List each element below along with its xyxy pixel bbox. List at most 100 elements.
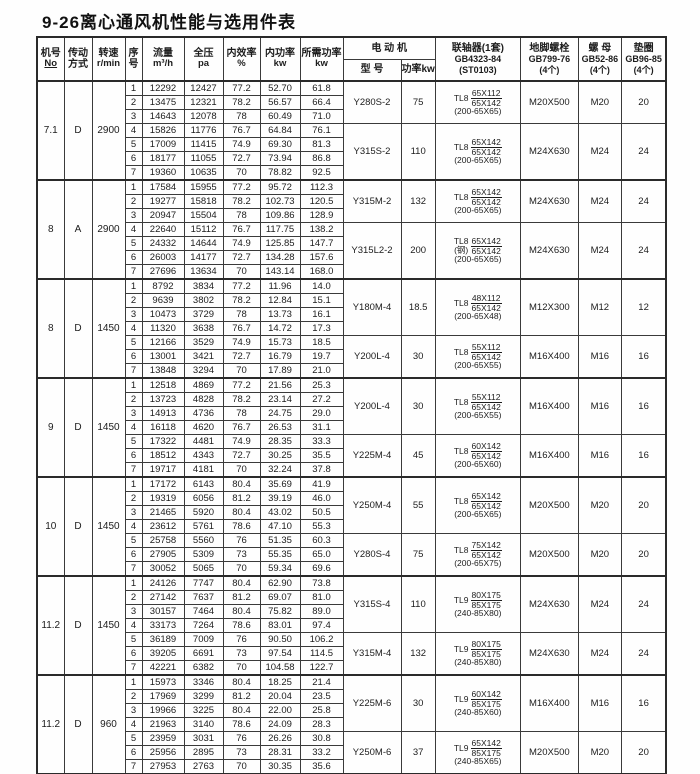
header-motor-power: 功率kw: [400, 58, 436, 82]
cell-flow: 13001: [141, 349, 185, 364]
cell-anchor-bolt: M24X630: [519, 632, 579, 676]
cell-required-power: 25.3: [299, 377, 344, 393]
cell-internal-power: 75.82: [259, 604, 301, 619]
cell-anchor-bolt: M20X500: [519, 476, 579, 534]
coupling-size-fraction: 65X142 85X175: [470, 738, 502, 758]
cell-seq: 1: [124, 179, 143, 195]
cell-required-power: 21.0: [299, 363, 344, 379]
cell-internal-power: 60.49: [259, 109, 301, 124]
cell-anchor-bolt: M24X630: [519, 575, 579, 633]
cell-seq: 5: [124, 335, 143, 350]
cell-required-power: 114.5: [299, 646, 344, 661]
cell-motor-model: Y315M-2: [342, 179, 402, 223]
table-row: 8 D 1450 1 8792 3834 77.2 11.96 14.0 Y180M-4 18.5 T…: [36, 278, 667, 379]
table-row: 6 18177 11055 72.7 73.94 86.8: [37, 151, 666, 166]
coupling-size-numerator: 55X112: [470, 391, 502, 403]
header-internal-power-label: 内功率: [265, 47, 295, 59]
coupling-paren-spec: (200-65X65): [454, 205, 502, 216]
cell-required-power: 23.5: [299, 689, 344, 704]
cell-internal-power: 83.01: [259, 618, 301, 633]
cell-flow: 15973: [141, 674, 185, 690]
cell-efficiency: 81.2: [222, 689, 261, 704]
coupling-size-numerator: 60X142: [470, 440, 502, 452]
cell-motor-power: 30: [400, 335, 436, 379]
cell-internal-power: 134.28: [259, 250, 301, 265]
cell-coupling-spec: TL8 65X112 65X142 (200-65X65): [434, 80, 521, 124]
performance-table-body: 7.1 D 2900 1 12292 12427 77.2 52.70 61.8 Y280S-2 7…: [36, 80, 667, 774]
header-machine-no-unit: No: [44, 58, 58, 70]
coupling-size-fraction: 80X175 85X175: [470, 639, 502, 659]
cell-washer: 24: [620, 179, 667, 223]
cell-speed: 960: [91, 674, 126, 774]
header-washer-gb: GB96-85: [625, 54, 662, 65]
cell-required-power: 76.1: [299, 123, 344, 138]
cell-seq: 3: [124, 604, 143, 619]
cell-efficiency: 76: [222, 533, 261, 548]
cell-motor-power: 55: [400, 476, 436, 534]
header-seq: 序 号: [124, 36, 143, 82]
cell-efficiency: 78.2: [222, 95, 261, 110]
cell-pressure: 5920: [183, 505, 224, 520]
cell-flow: 12292: [141, 80, 185, 96]
coupling-model: TL8 48X112 65X142: [454, 293, 502, 313]
cell-internal-power: 15.73: [259, 335, 301, 350]
cell-efficiency: 78.6: [222, 618, 261, 633]
cell-pressure: 6143: [183, 476, 224, 492]
coupling-type: TL8: [453, 346, 469, 357]
header-required-power-label: 所需功率: [301, 47, 342, 59]
cell-machine-no: 11.2: [36, 575, 65, 676]
cell-internal-power: 109.86: [259, 208, 301, 223]
cell-efficiency: 78: [222, 307, 261, 322]
coupling-type: TL9: [453, 693, 469, 704]
table-row: 3 20947 15504 78 109.86 128.9: [37, 208, 666, 223]
cell-nut: M20: [577, 731, 622, 774]
header-internal-power: 内功率 kw: [259, 36, 301, 82]
cell-efficiency: 78.2: [222, 194, 261, 209]
cell-internal-power: 69.07: [259, 590, 301, 605]
cell-motor-power: 30: [400, 377, 436, 435]
cell-internal-power: 64.84: [259, 123, 301, 138]
cell-required-power: 14.0: [299, 278, 344, 294]
cell-coupling-spec: TL8 48X112 65X142 (200-65X48): [434, 278, 521, 336]
cell-efficiency: 81.2: [222, 491, 261, 506]
coupling-model: TL8 65X112 65X142: [454, 88, 502, 108]
cell-washer: 12: [620, 278, 667, 336]
table-row: 6 26003 14177 72.7 134.28 157.6: [37, 250, 666, 265]
cell-seq: 5: [124, 533, 143, 548]
cell-internal-power: 95.72: [259, 179, 301, 195]
header-nut: 螺 母 GB52-86 (4个): [577, 36, 622, 82]
cell-coupling-spec: TL8 65X142 65X142 (200-65X65): [434, 476, 521, 534]
coupling-model: TL8 75X142 65X142: [453, 539, 502, 560]
header-efficiency: 内效率 %: [222, 36, 261, 82]
table-row: 4 16118 4620 76.7 26.53 31.1: [37, 420, 666, 435]
coupling-type: TL8: [453, 544, 469, 555]
cell-nut: M20: [577, 80, 622, 124]
cell-flow: 17009: [141, 137, 185, 152]
cell-seq: 5: [124, 434, 143, 449]
header-machine-no: 机号 No: [36, 36, 65, 82]
cell-flow: 36189: [141, 632, 185, 647]
cell-efficiency: 73: [222, 745, 261, 760]
cell-coupling-spec: TL8 55X112 65X142 (200-65X55): [434, 377, 521, 435]
cell-coupling-spec: TL8 55X112 65X142 (200-65X55): [434, 335, 521, 379]
table-row: 7 30052 5065 70 59.34 69.6: [37, 561, 666, 577]
coupling-size-fraction: 80X175 85X175: [470, 590, 502, 610]
cell-seq: 5: [124, 731, 143, 746]
cell-pressure: 4343: [183, 448, 224, 463]
coupling-size-numerator: 75X142: [470, 539, 502, 551]
cell-internal-power: 62.90: [259, 575, 301, 591]
cell-pressure: 3346: [183, 674, 224, 690]
table-row: 8 A 2900 1 17584 15955 77.2 95.72 112.3 Y315M-2 13…: [36, 179, 667, 280]
cell-pressure: 3729: [183, 307, 224, 322]
table-row: 7 13848 3294 70 17.89 21.0: [37, 363, 666, 379]
table-row: 2 27142 7637 81.2 69.07 81.0: [37, 590, 666, 605]
cell-efficiency: 73: [222, 547, 261, 562]
cell-pressure: 15112: [183, 222, 224, 237]
cell-efficiency: 78.6: [222, 717, 261, 732]
cell-required-power: 73.8: [299, 575, 344, 591]
cell-seq: 1: [124, 575, 143, 591]
table-row: 7 27696 13634 70 143.14 168.0: [37, 264, 666, 280]
cell-drive-type: D: [63, 377, 93, 478]
cell-motor-power: 75: [400, 533, 436, 577]
cell-required-power: 30.8: [299, 731, 344, 746]
